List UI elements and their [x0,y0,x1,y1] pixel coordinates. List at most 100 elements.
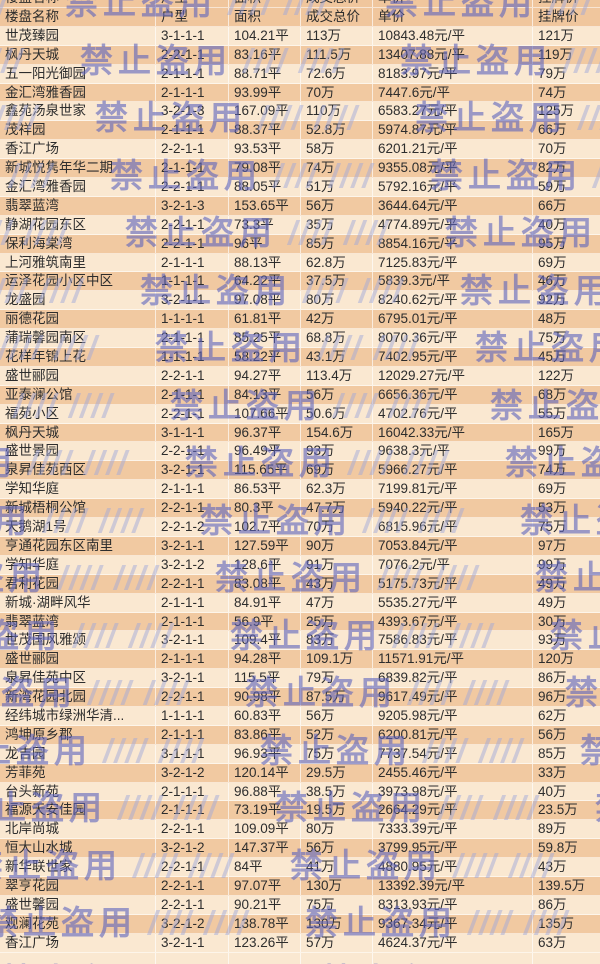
cell-total-price: 93万 [301,442,373,461]
cell-name: 北岸尚城 [0,820,156,839]
cell-unit-price: 9367.34元/平 [373,914,533,933]
table-row: 茂祥园 2-1-1-1 88.37平 52.8万 5974.87元/平 66万 [0,121,600,141]
cell-layout: 2-2-1-1 [156,499,229,518]
cell-listing-price: 82万 [538,160,567,176]
cell-name: 龙吉园 [0,744,156,763]
cell-name: 盛世景园 [0,442,156,461]
cell-unit-price: 7737.54元/平 [373,744,533,763]
empty-cell [373,952,533,964]
cell-area: 104.21平 [229,26,301,45]
empty-cell [229,952,301,964]
cell-layout: 2-2-1-1 [156,688,229,706]
table-row: 盛世郦园 2-2-1-1 94.27平 113.4万 12029.27元/平 122万 [0,366,600,386]
cell-listing-price: 68万 [538,386,567,402]
cell-listing-price: 46万 [538,273,567,289]
cell-area: 115.5平 [229,669,301,688]
cell-total-price: 51万 [301,178,373,196]
cell-area: 61.81平 [229,310,301,329]
cell-total-price: 113.4万 [301,366,373,385]
cell-total-price: 69万 [301,461,373,480]
cell-area: 123.26平 [229,933,301,952]
cell-layout: 2-2-1-1 [156,234,229,253]
cell-total-price: 85万 [301,234,373,253]
cell-name: 上河雅筑南里 [0,253,156,272]
cell-layout: 3-1-1-1 [156,423,229,442]
cell-name: 蒲瑞馨园南区 [0,329,156,348]
cell-name: 天鹅湖1号 [0,518,156,536]
cell-area: 96平 [229,234,301,253]
cell-total-price: 56万 [301,839,373,858]
cell-listing-price: 43万 [538,859,567,875]
cell-unit-price: 8240.62元/平 [373,291,533,310]
cell-unit-price: 6201.21元/平 [373,140,533,159]
cell-listing-price: 59.8万 [538,840,578,856]
cell-total-price: 91万 [301,555,373,574]
cell-listing-price: 45万 [538,349,567,365]
cell-unit-price: 6839.82元/平 [373,669,533,688]
cell-unit-price: 5839.3元/平 [373,272,533,291]
cell-area: 90.98平 [229,688,301,706]
cell-total-price: 62.8万 [301,253,373,272]
cell-area: 107.66平 [229,404,301,423]
cell-layout: 3-2-1-1 [156,461,229,480]
cell-listing-price: 55万 [538,405,567,421]
cell-name: 新城梧桐公馆 [0,499,156,518]
cell-listing-price: 59万 [538,179,567,195]
cell-total-price: 50.6万 [301,404,373,423]
cell-unit-price: 4702.76元/平 [373,404,533,423]
cell-layout: 2-2-1-1 [156,215,229,234]
cell-area: 79.08平 [229,159,301,178]
cell-unit-price: 3644.64元/平 [373,196,533,215]
cell-total-price: 62.3万 [301,480,373,499]
table-row: 泉昇佳苑西区 3-2-1-1 115.65平 69万 5966.27元/平 74万 [0,461,600,481]
table-header-row: 楼盘名称 户型 面积 成交总价 单价 挂牌价 [0,8,600,27]
cell-total-price: 58万 [301,140,373,159]
table-row: 芳菲苑 3-2-1-2 120.14平 29.5万 2455.46元/平 33万 [0,763,600,783]
cell-listing-price: 53万 [538,500,567,516]
cell-layout: 3-2-1-2 [156,763,229,782]
cell-unit-price: 4774.89元/平 [373,215,533,234]
header-area: 面积 [229,8,301,26]
cell-listing-price: 56万 [538,726,567,742]
cell-layout: 1-1-1-1 [156,272,229,291]
table-row: 世茂臻园 3-1-1-1 104.21平 113万 10843.48元/平 121万 [0,26,600,46]
table-row: 台头新苑 2-1-1-1 96.88平 38.5万 3973.98元/平 40万 [0,782,600,802]
cell-area: 90.21平 [229,895,301,914]
cell-layout: 3-1-1-1 [156,744,229,763]
cell-name: 新城悦隽年华二期 [0,159,156,178]
clipped-header-layout: 户型 [156,0,229,7]
table-row: 金汇湾雅香园 2-2-1-1 88.05平 51万 5792.16元/平 59万 [0,178,600,197]
cell-total-price: 41万 [301,858,373,876]
cell-layout: 2-1-1-1 [156,159,229,178]
empty-cell [156,952,229,964]
cell-unit-price: 5940.22元/平 [373,499,533,518]
cell-unit-price: 5966.27元/平 [373,461,533,480]
cell-area: 128.6平 [229,555,301,574]
table-row: 盛世景园 2-2-1-1 96.49平 93万 9638.3元/平 99万 [0,442,600,462]
table-row: 金汇湾雅香园 2-1-1-1 93.99平 70万 7447.6元/平 74万 [0,83,600,103]
cell-area: 109.09平 [229,820,301,839]
cell-name: 新湾花园北园 [0,688,156,706]
cell-area: 86.53平 [229,480,301,499]
cell-area: 58.22平 [229,348,301,366]
cell-layout: 2-1-1-1 [156,121,229,140]
table-row: 翡翠蓝湾 2-1-1-1 56.9平 25万 4393.67元/平 30万 [0,612,600,632]
cell-name: 君利花园 [0,574,156,593]
cell-name: 福源天安佳园 [0,801,156,820]
table-row: 上河雅筑南里 2-1-1-1 88.13平 62.8万 7125.83元/平 69万 [0,253,600,273]
cell-layout: 3-2-1-1 [156,933,229,952]
cell-listing-price: 96万 [538,689,567,705]
cell-listing-price: 30万 [538,613,567,629]
cell-total-price: 110万 [301,102,373,121]
cell-layout: 2-2-1-1 [156,45,229,64]
table-row: 保利海棠湾 2-2-1-1 96平 85万 8854.16元/平 95万 [0,234,600,254]
cell-area: 80.3平 [229,499,301,518]
cell-layout: 1-1-1-1 [156,310,229,329]
table-body: 世茂臻园 3-1-1-1 104.21平 113万 10843.48元/平 121万 枫丹天… [0,26,600,953]
cell-total-price: 79万 [301,669,373,688]
cell-area: 60.83平 [229,706,301,725]
cell-unit-price: 11571.91元/平 [373,650,533,669]
clipped-header-unit-price: 单价 [373,0,533,7]
clipped-header-name: 楼盘名称 [0,0,156,7]
cell-listing-price: 75万 [538,330,567,346]
